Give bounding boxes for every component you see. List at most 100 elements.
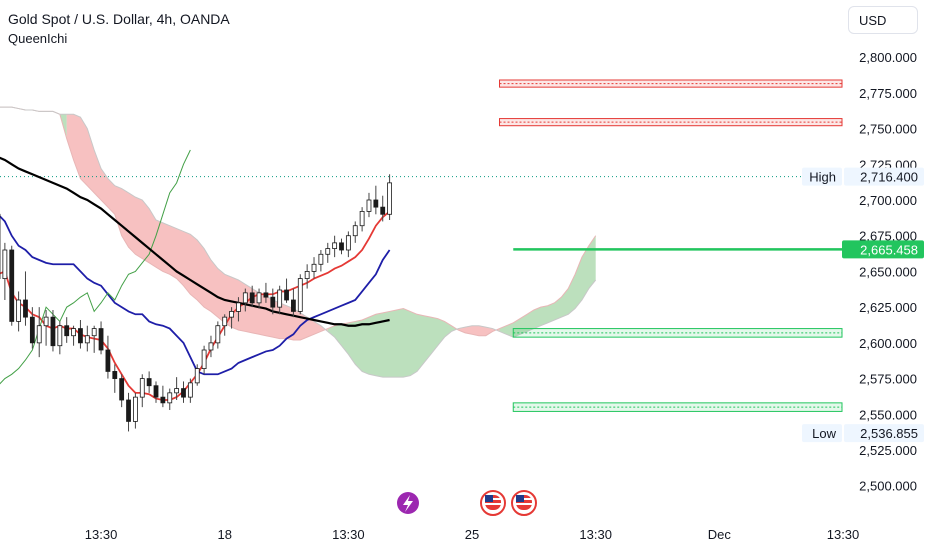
y-tick-label: 2,600.000	[859, 336, 917, 351]
candle	[339, 238, 344, 255]
candle-body	[339, 242, 344, 251]
flag-canton	[516, 495, 524, 502]
indicator-name[interactable]: QueenIchi	[8, 31, 68, 46]
candle-body	[359, 211, 365, 227]
candle-body	[208, 342, 214, 351]
candle	[146, 371, 152, 393]
candle	[215, 321, 221, 349]
candle-body	[126, 399, 131, 422]
candle	[126, 392, 131, 432]
candle	[229, 307, 234, 329]
currency-selector[interactable]: USD	[848, 6, 918, 34]
candle-body	[270, 296, 276, 308]
candle-body	[345, 235, 351, 251]
candle-body	[50, 316, 56, 347]
candle	[9, 245, 15, 326]
candle	[325, 242, 331, 263]
us-flag-icon	[480, 490, 506, 516]
x-tick-label: Dec	[708, 527, 732, 542]
candle-body	[297, 278, 303, 312]
candle	[270, 288, 276, 315]
candle	[194, 364, 200, 386]
high-label-text: High	[809, 170, 836, 185]
candle	[43, 310, 49, 346]
candle-body	[215, 325, 221, 344]
candle	[352, 221, 358, 243]
candle	[29, 307, 35, 349]
candle-body	[119, 378, 125, 401]
candle-body	[277, 289, 283, 308]
candle	[64, 317, 70, 343]
candle-body	[105, 349, 111, 372]
x-tick-label: 18	[217, 527, 231, 542]
candle	[208, 335, 214, 358]
candle-body	[9, 249, 15, 322]
candle	[2, 242, 8, 300]
y-tick-label: 2,750.000	[859, 122, 917, 137]
flag-stripe	[485, 503, 501, 505]
current-price-tag-bg	[842, 240, 924, 259]
candle	[160, 385, 166, 408]
x-tick-label: 13:30	[827, 527, 860, 542]
resistance-zone-2-band	[499, 118, 843, 127]
candle-body	[263, 292, 269, 298]
high-price-tag-bg	[844, 167, 924, 186]
low-label: Low	[802, 424, 842, 443]
candle	[236, 297, 241, 322]
candle-body	[325, 248, 331, 255]
candle-body	[181, 388, 186, 398]
cloud-span-b-line	[0, 106, 597, 378]
x-tick-label: 13:30	[332, 527, 365, 542]
candle	[256, 288, 262, 309]
y-tick-label: 2,525.000	[859, 443, 917, 458]
x-tick-label: 25	[465, 527, 479, 542]
candle-body	[236, 302, 241, 312]
candle-body	[153, 385, 159, 398]
lightning-icon	[397, 492, 419, 514]
candle-body	[318, 253, 324, 265]
candle-body	[139, 378, 145, 398]
candle	[23, 271, 28, 326]
candle	[16, 291, 22, 332]
candle	[345, 231, 351, 258]
candle-body	[29, 316, 35, 344]
resistance-zone-2	[499, 118, 843, 127]
candle	[57, 321, 63, 355]
resistance-zone-1-band	[499, 79, 843, 88]
time-scale	[0, 510, 842, 550]
candle-body	[167, 392, 173, 404]
candle-body	[187, 382, 193, 398]
candle	[242, 288, 248, 312]
candle-body	[57, 325, 63, 347]
candle-body	[91, 328, 97, 337]
current-price-tag-text: 2,665.458	[860, 242, 918, 257]
candles	[0, 174, 392, 432]
chart-title: Gold Spot / U.S. Dollar, 4h, OANDA	[8, 11, 230, 27]
y-tick-label: 2,700.000	[859, 193, 917, 208]
support-zone-1	[512, 328, 843, 338]
lightning-bolt	[403, 495, 413, 512]
candle	[105, 335, 111, 379]
candle	[84, 325, 90, 352]
candle	[304, 264, 310, 289]
y-tick-label: 2,800.000	[859, 50, 917, 65]
candle-body	[304, 271, 310, 279]
candle-body	[380, 206, 386, 215]
candle	[167, 388, 173, 410]
current-price-tag: 2,665.458	[842, 240, 924, 259]
candle-body	[373, 199, 379, 208]
price-scale	[842, 0, 932, 550]
y-tick-label: 2,550.000	[859, 407, 917, 422]
candle-body	[242, 292, 248, 304]
candle-body	[332, 242, 338, 249]
high-price-tag-text: 2,716.400	[860, 170, 918, 185]
candle	[132, 392, 138, 429]
candle	[91, 325, 97, 353]
candle-body	[194, 368, 200, 384]
candle-body	[387, 182, 392, 215]
event-markers	[397, 490, 537, 516]
kijun-line	[0, 215, 391, 376]
candle-body	[64, 325, 70, 337]
candle-body	[366, 199, 372, 212]
